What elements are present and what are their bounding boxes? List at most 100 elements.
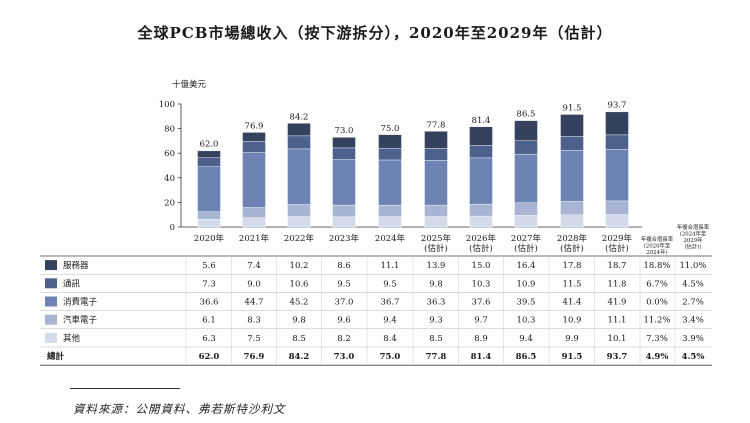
table-cell: 10.1: [608, 334, 627, 344]
y-tick-label: 20: [164, 198, 175, 208]
bar-segment: [287, 204, 311, 217]
table-cell: 10.9: [563, 316, 582, 326]
table-cell: 17.8: [563, 261, 582, 271]
table-cagr-cell: 0.0%: [646, 298, 668, 308]
table-cell: 8.9: [474, 334, 488, 344]
bar-segment: [514, 202, 538, 216]
table-cell: 18.7: [608, 261, 627, 271]
table-cell: 44.7: [245, 298, 264, 308]
bar-segment: [514, 120, 538, 141]
table-row-label: 汽車電子: [63, 315, 98, 326]
x-tick-label: 2025年(估計): [421, 233, 452, 254]
table-cagr-cell: 2.7%: [682, 298, 704, 308]
cagr-header: 年複合增長率(2020年至 2024年): [641, 235, 674, 256]
table-cell: 9.5: [337, 279, 351, 289]
bar-total-label: 91.5: [563, 103, 582, 113]
legend-swatch: [45, 278, 57, 289]
table-cell: 9.3: [429, 316, 443, 326]
table-cell: 8.5: [429, 334, 443, 344]
bar-segment: [469, 126, 493, 146]
bar-total-label: 84.2: [290, 112, 309, 122]
table-cell: 93.7: [607, 352, 628, 362]
bar-segment: [197, 211, 221, 220]
table-cagr-cell: 11.2%: [643, 316, 670, 326]
table-cell: 9.8: [292, 316, 306, 326]
bar-segment: [424, 131, 448, 149]
table-cell: 45.2: [290, 298, 309, 308]
bar-segment: [242, 152, 266, 208]
table-cell: 9.8: [429, 279, 443, 289]
table-cell: 8.6: [337, 261, 351, 271]
table-cell: 8.4: [383, 334, 397, 344]
bar-segment: [287, 123, 311, 137]
table-cell: 10.2: [290, 261, 309, 271]
table-cagr-cell: 4.5%: [682, 279, 704, 289]
bar-segment: [560, 114, 584, 137]
bar-segment: [424, 148, 448, 161]
x-tick-label: 2023年: [329, 233, 360, 244]
bar-segment: [332, 204, 356, 218]
table-cell: 8.3: [247, 316, 261, 326]
table-row-label: 通訊: [63, 278, 81, 289]
table-cagr-cell: 6.7%: [646, 279, 668, 289]
x-tick-label: 2027年(估計): [511, 233, 542, 254]
bar-segment: [287, 216, 311, 228]
table-cell: 9.9: [565, 334, 579, 344]
table-cell: 6.3: [202, 334, 216, 344]
table-cell: 11.1: [608, 316, 627, 326]
x-tick-label: 2020年: [194, 233, 225, 244]
y-axis-unit-label: 十億美元: [172, 79, 207, 90]
bar-segment: [287, 135, 311, 150]
table-cell: 10.3: [472, 279, 491, 289]
bar-segment: [605, 214, 629, 228]
table-cell: 10.6: [290, 279, 309, 289]
bar-segment: [514, 215, 538, 228]
table-cell: 36.3: [427, 298, 446, 308]
bar-segment: [469, 215, 493, 228]
table-cell: 91.5: [562, 352, 583, 362]
table-cell: 16.4: [517, 261, 536, 271]
table-cell: 7.5: [247, 334, 261, 344]
table-cell: 10.9: [517, 279, 536, 289]
table-cell: 9.7: [474, 316, 488, 326]
bar-segment: [197, 157, 221, 167]
bar-segment: [332, 147, 356, 160]
bar-segment: [605, 200, 629, 215]
table-cell: 6.1: [202, 316, 216, 326]
x-tick-label: 2026年(估計): [466, 233, 497, 254]
table-cell: 5.6: [202, 261, 216, 271]
table-cell: 11.1: [381, 261, 400, 271]
bar-total-label: 75.0: [381, 124, 400, 134]
bar-segment: [242, 207, 266, 218]
table-cell: 76.9: [244, 352, 265, 362]
bar-total-label: 76.9: [245, 121, 264, 131]
table-cell: 39.5: [517, 298, 536, 308]
bar-total-label: 86.5: [517, 110, 536, 120]
table-cell: 81.4: [471, 352, 492, 362]
legend-swatch: [45, 314, 57, 325]
table-cell: 8.2: [337, 334, 351, 344]
bar-segment: [378, 216, 402, 228]
bar-segment: [560, 214, 584, 228]
bar-segment: [242, 217, 266, 228]
cagr-header: 年複合增長率(2024年至 2029年(估計)): [677, 223, 710, 251]
bar-segment: [424, 216, 448, 228]
table-cell: 36.7: [381, 298, 400, 308]
bar-segment: [560, 150, 584, 202]
table-cell: 62.0: [199, 352, 220, 362]
bar-segment: [287, 148, 311, 205]
x-tick-label: 2029年(估計): [602, 233, 633, 254]
table-cagr-cell: 7.3%: [646, 334, 668, 344]
bar-segment: [332, 137, 356, 149]
table-row-label: 服務器: [63, 260, 89, 271]
table-cell: 73.0: [334, 352, 355, 362]
table-cell: 37.0: [335, 298, 354, 308]
bar-segment: [560, 201, 584, 216]
x-tick-label: 2022年: [284, 233, 315, 244]
y-tick-label: 60: [164, 149, 175, 159]
bar-segment: [378, 134, 402, 149]
table-cell: 41.9: [608, 298, 627, 308]
table-cagr-cell: 18.8%: [643, 261, 670, 271]
table-cagr-cell: 4.5%: [682, 352, 705, 362]
bar-segment: [605, 149, 629, 202]
